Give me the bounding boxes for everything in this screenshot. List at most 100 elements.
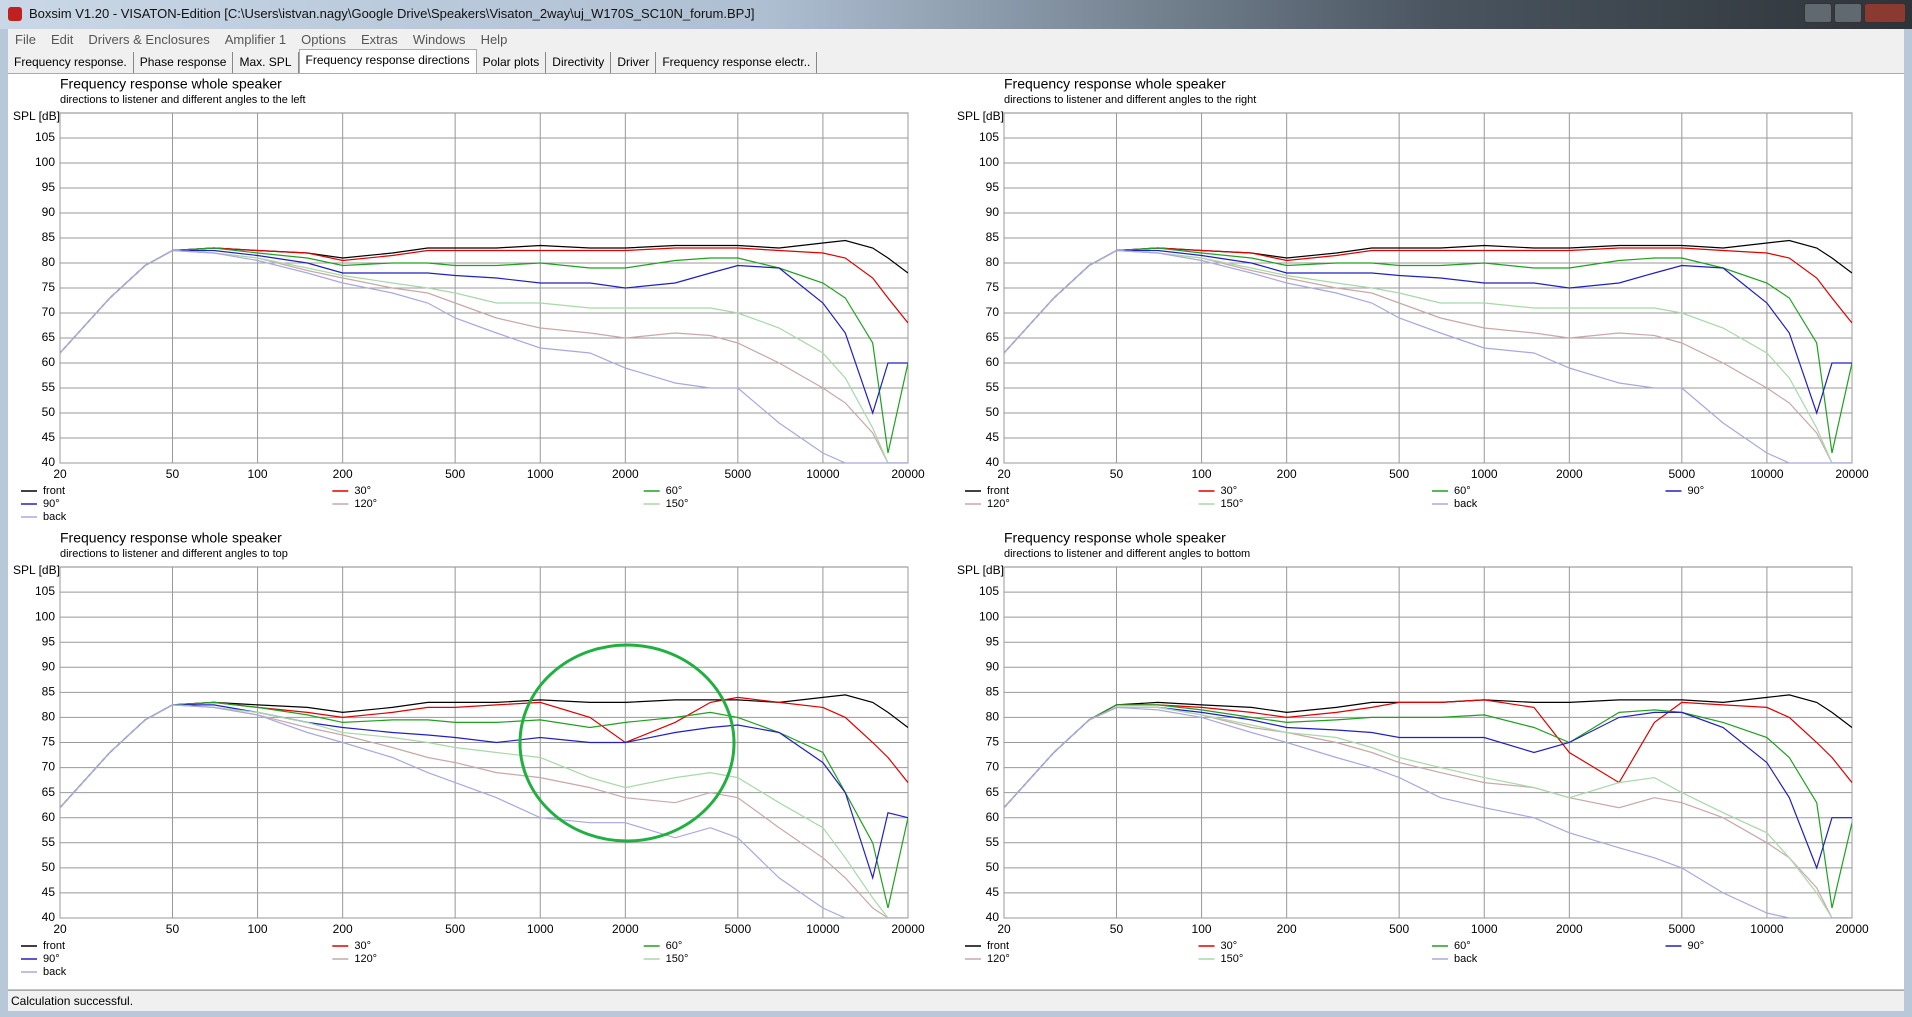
series-line xyxy=(1004,706,1852,918)
y-tick-label: 105 xyxy=(979,130,999,144)
chart-subtitle: directions to listener and different ang… xyxy=(60,548,288,560)
menu-item[interactable]: Options xyxy=(301,32,346,47)
y-tick-label: 70 xyxy=(986,760,1000,774)
chart-title: Frequency response whole speaker xyxy=(60,76,282,92)
series-line xyxy=(1004,706,1852,918)
menu-item[interactable]: File xyxy=(15,32,36,47)
y-tick-label: 45 xyxy=(42,430,56,444)
menu-item[interactable]: Edit xyxy=(50,32,74,47)
y-tick-label: 100 xyxy=(35,155,55,169)
x-tick-label: 50 xyxy=(166,467,180,481)
y-tick-label: 55 xyxy=(42,835,56,849)
y-tick-label: 65 xyxy=(42,330,56,344)
legend-label: 30° xyxy=(1221,485,1238,497)
y-tick-label: 60 xyxy=(42,810,56,824)
y-tick-label: 105 xyxy=(35,130,55,144)
series-line xyxy=(60,249,908,463)
x-tick-label: 20 xyxy=(53,922,67,936)
maximize-button[interactable] xyxy=(1834,3,1862,23)
y-tick-label: 50 xyxy=(42,405,56,419)
y-tick-label: 65 xyxy=(42,785,56,799)
y-tick-label: 85 xyxy=(42,685,56,699)
legend-label: 90° xyxy=(1688,485,1705,497)
status-bar: Calculation successful. xyxy=(8,990,1904,1011)
y-tick-label: 85 xyxy=(42,230,56,244)
y-tick-label: 65 xyxy=(986,785,1000,799)
x-tick-label: 5000 xyxy=(1668,467,1695,481)
series-line xyxy=(1004,249,1852,463)
y-tick-label: 70 xyxy=(986,305,1000,319)
tab[interactable]: Frequency response directions xyxy=(298,49,477,73)
tab[interactable]: Frequency response electr.. xyxy=(656,52,818,73)
x-tick-label: 100 xyxy=(248,467,268,481)
legend-label: front xyxy=(987,485,1009,497)
minimize-button[interactable] xyxy=(1804,3,1832,23)
tab[interactable]: Phase response xyxy=(134,52,234,73)
x-tick-label: 500 xyxy=(445,922,465,936)
y-tick-label: 55 xyxy=(42,380,56,394)
y-tick-label: 85 xyxy=(986,230,1000,244)
x-tick-label: 5000 xyxy=(724,922,751,936)
y-tick-label: 90 xyxy=(42,659,56,673)
window-title: Boxsim V1.20 - VISATON-Edition [C:\Users… xyxy=(29,6,755,21)
series-line xyxy=(60,247,908,454)
legend-label: 60° xyxy=(1454,940,1471,952)
y-tick-label: 75 xyxy=(42,735,56,749)
legend-label: 30° xyxy=(1221,940,1238,952)
legend-label: back xyxy=(1454,953,1478,965)
tab[interactable]: Driver xyxy=(611,52,657,73)
y-tick-label: 80 xyxy=(42,710,56,724)
menu-item[interactable]: Drivers & Enclosures xyxy=(88,32,210,47)
charts: Frequency response whole speaker directio… xyxy=(13,76,1869,978)
chart-subtitle: directions to listener and different ang… xyxy=(1004,94,1256,106)
y-tick-label: 80 xyxy=(986,710,1000,724)
y-axis-label: SPL [dB] xyxy=(957,109,1004,123)
menu-item[interactable]: Amplifier 1 xyxy=(224,32,287,47)
x-tick-label: 10000 xyxy=(1750,467,1784,481)
legend-label: 30° xyxy=(354,485,371,497)
tab[interactable]: Frequency response. xyxy=(8,52,134,73)
tab[interactable]: Directivity xyxy=(546,52,612,73)
x-tick-label: 100 xyxy=(248,922,268,936)
legend-label: 30° xyxy=(354,940,371,952)
x-tick-label: 100 xyxy=(1192,467,1212,481)
y-tick-label: 95 xyxy=(42,180,56,194)
tab[interactable]: Polar plots xyxy=(477,52,547,73)
series-line xyxy=(1004,249,1852,415)
legend-label: 150° xyxy=(1221,498,1244,510)
x-tick-label: 20000 xyxy=(891,922,925,936)
x-tick-label: 1000 xyxy=(1471,467,1498,481)
x-tick-label: 2000 xyxy=(1556,922,1583,936)
y-tick-label: 100 xyxy=(979,155,999,169)
y-tick-label: 40 xyxy=(42,910,56,924)
x-tick-label: 10000 xyxy=(1750,922,1784,936)
x-tick-label: 500 xyxy=(1389,922,1409,936)
menu-item[interactable]: Help xyxy=(480,32,508,47)
legend-label: 60° xyxy=(666,940,683,952)
y-tick-label: 75 xyxy=(986,735,1000,749)
legend-label: front xyxy=(43,485,65,497)
y-tick-label: 85 xyxy=(986,685,1000,699)
x-tick-label: 50 xyxy=(1110,467,1124,481)
y-tick-label: 40 xyxy=(986,455,1000,469)
y-tick-label: 95 xyxy=(42,634,56,648)
y-tick-label: 100 xyxy=(979,609,999,623)
series-line xyxy=(60,249,908,415)
menu-item[interactable]: Extras xyxy=(360,32,398,47)
menu-item[interactable]: Windows xyxy=(412,32,466,47)
y-tick-label: 90 xyxy=(42,205,56,219)
y-tick-label: 75 xyxy=(42,280,56,294)
legend-label: 150° xyxy=(666,498,689,510)
y-tick-label: 105 xyxy=(35,584,55,598)
legend-label: back xyxy=(1454,498,1478,510)
x-tick-label: 200 xyxy=(1277,467,1297,481)
x-tick-label: 10000 xyxy=(806,467,840,481)
y-tick-label: 45 xyxy=(986,885,1000,899)
legend-label: 90° xyxy=(43,498,60,510)
close-button[interactable] xyxy=(1864,3,1906,23)
tab[interactable]: Max. SPL xyxy=(233,52,299,73)
highlight-circle xyxy=(518,643,736,843)
x-tick-label: 5000 xyxy=(724,467,751,481)
y-tick-label: 65 xyxy=(986,330,1000,344)
legend-label: 150° xyxy=(666,953,689,965)
